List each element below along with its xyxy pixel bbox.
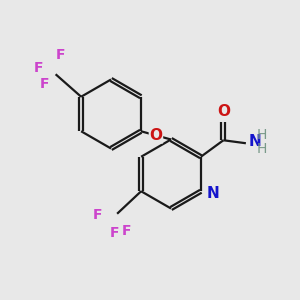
Text: F: F [110,226,119,240]
Text: F: F [40,77,49,91]
Text: O: O [149,128,162,143]
Text: N: N [206,186,219,201]
Text: F: F [56,48,65,62]
Text: F: F [122,224,131,238]
Text: F: F [93,208,103,222]
Text: H: H [256,142,267,156]
Text: H: H [256,128,267,142]
Text: F: F [34,61,43,75]
Text: N: N [248,134,261,149]
Text: O: O [217,104,230,119]
